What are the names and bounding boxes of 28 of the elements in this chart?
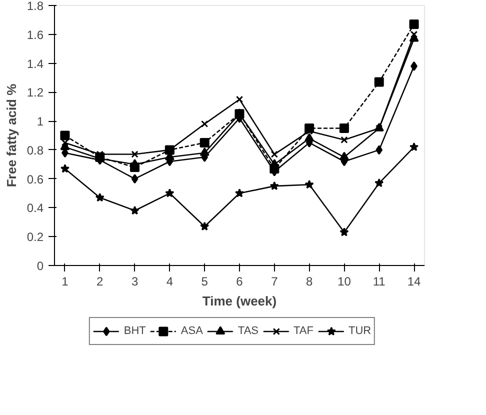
x-tick-label: 10 bbox=[338, 274, 352, 288]
y-tick-label: 1.6 bbox=[26, 28, 44, 42]
x-tick-label: 6 bbox=[236, 274, 244, 288]
y-tick-label: 0 bbox=[36, 259, 44, 273]
x-tick-label: 5 bbox=[201, 274, 208, 288]
y-tick-label: 0.8 bbox=[26, 143, 44, 158]
x-tick-label: 14 bbox=[407, 274, 422, 288]
y-tick-label: 0.6 bbox=[26, 172, 44, 186]
y-tick-label: 1.2 bbox=[26, 86, 44, 100]
y-tick-label: 0.4 bbox=[26, 201, 44, 216]
y-tick-label: 1.8 bbox=[26, 0, 44, 13]
legend-label: BHT bbox=[124, 325, 146, 337]
legend-label: TAF bbox=[293, 325, 314, 337]
legend-label: TAS bbox=[238, 325, 258, 337]
x-tick-label: 2 bbox=[96, 274, 104, 288]
x-tick-label: 8 bbox=[306, 274, 313, 288]
y-tick-label: 1 bbox=[36, 114, 44, 129]
x-axis-title: Time (week) bbox=[202, 294, 277, 308]
x-tick-label: 1 bbox=[62, 274, 69, 288]
x-tick-label: 4 bbox=[166, 274, 174, 288]
x-tick-label: 11 bbox=[372, 274, 386, 288]
x-tick-label: 3 bbox=[131, 274, 138, 288]
legend-label: TUR bbox=[348, 325, 372, 337]
y-tick-label: 0.2 bbox=[26, 230, 44, 244]
y-axis-title: Free fatty acid % bbox=[4, 83, 19, 188]
y-tick-label: 1.4 bbox=[26, 56, 44, 71]
legend-label: ASA bbox=[180, 325, 203, 337]
x-tick-label: 7 bbox=[271, 274, 278, 288]
